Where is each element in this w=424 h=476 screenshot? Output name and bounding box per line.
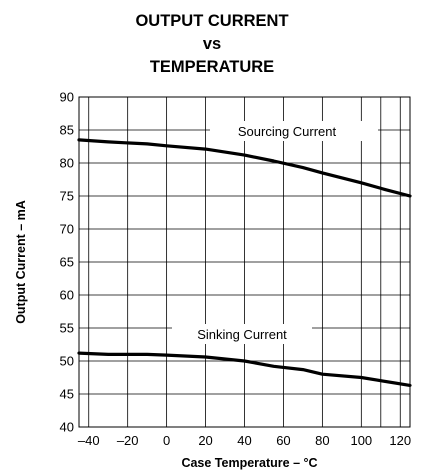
series-line-sourcing-current — [77, 138, 412, 198]
y-tick-label: 85 — [60, 123, 74, 138]
curve-label-background — [172, 324, 312, 344]
y-tick-label: 65 — [60, 255, 74, 270]
y-tick-label: 80 — [60, 156, 74, 171]
x-axis-label: Case Temperature – °C — [181, 456, 317, 470]
x-tick-label: 40 — [237, 433, 251, 448]
y-tick-label: 40 — [60, 420, 74, 435]
x-tick-label: 60 — [276, 433, 290, 448]
chart-title-line-1: OUTPUT CURRENT — [135, 12, 289, 30]
curve-label-sourcing-current: Sourcing Current — [238, 124, 337, 139]
y-tick-label: 50 — [60, 354, 74, 369]
x-tick-label: 0 — [163, 433, 170, 448]
y-axis-label: Output Current – mA — [14, 200, 28, 324]
y-tick-label: 45 — [60, 387, 74, 402]
y-tick-label: 55 — [60, 321, 74, 336]
series-group — [77, 138, 412, 387]
x-tick-label: 80 — [315, 433, 329, 448]
curve-label-background — [210, 121, 378, 141]
y-tick-label: 70 — [60, 222, 74, 237]
x-tick-label: –40 — [78, 433, 100, 448]
chart-title-line-3: TEMPERATURE — [149, 58, 275, 76]
x-tick-label: 120 — [389, 433, 411, 448]
y-tick-label: 75 — [60, 189, 74, 204]
plot-frame — [78, 96, 411, 428]
curve-labels: Sourcing Current Sinking Current — [172, 121, 378, 344]
tick-labels: –40 –20 0 20 40 60 80 100 120 40 45 50 55 60 65 70 75 80 8… — [60, 90, 412, 449]
chart-title-line-2: vs — [202, 35, 222, 53]
x-tick-label: –20 — [117, 433, 139, 448]
x-tick-label: 100 — [350, 433, 372, 448]
series-line-sinking-current — [77, 351, 412, 387]
y-tick-label: 90 — [60, 90, 74, 105]
x-tick-label: 20 — [198, 433, 212, 448]
y-tick-label: 60 — [60, 288, 74, 303]
curve-label-sinking-current: Sinking Current — [197, 327, 287, 342]
